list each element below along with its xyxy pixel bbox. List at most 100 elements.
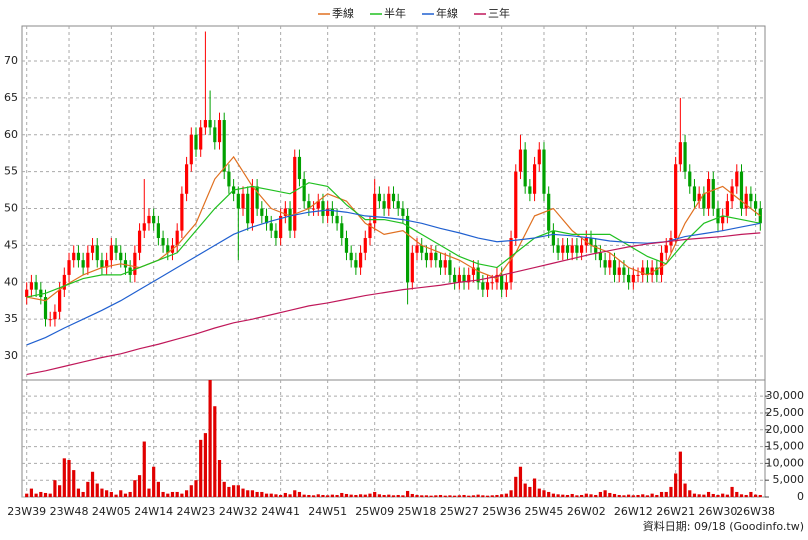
candle-body xyxy=(208,120,212,128)
legend-label: 季線 xyxy=(332,6,354,20)
volume-bar xyxy=(363,494,367,497)
candle-body xyxy=(476,267,480,283)
candle-body xyxy=(269,223,273,231)
candle-body xyxy=(434,252,438,261)
ma-line xyxy=(26,155,761,302)
candle-body xyxy=(274,230,278,239)
x-tick-label: 24W51 xyxy=(308,505,347,518)
candle-body xyxy=(90,245,95,253)
candle-body xyxy=(302,179,306,202)
volume-bar xyxy=(241,488,245,497)
candle-body xyxy=(29,282,34,290)
candle-body xyxy=(152,215,156,224)
x-tick-label: 24W05 xyxy=(92,505,131,518)
candle-body xyxy=(246,193,250,224)
candle-body xyxy=(744,193,748,209)
volume-bar xyxy=(603,490,607,497)
candle-body xyxy=(321,201,325,216)
ma-line xyxy=(26,209,761,346)
candle-body xyxy=(721,215,725,224)
volume-bar xyxy=(213,406,217,497)
x-tick-label: 26W30 xyxy=(699,505,738,518)
y2-tick-label: 5,000 xyxy=(773,473,805,486)
candle-body xyxy=(396,201,400,209)
volume-bar xyxy=(547,491,551,497)
volume-bar xyxy=(43,492,48,497)
candle-body xyxy=(203,120,207,128)
volume-bar xyxy=(683,483,687,497)
volume-bar xyxy=(67,460,71,497)
candle-body xyxy=(340,223,344,239)
volume-bar xyxy=(147,488,151,497)
ma-line xyxy=(26,232,761,376)
candle-body xyxy=(213,127,217,143)
volume-bar xyxy=(580,494,584,497)
volume-bar xyxy=(175,491,179,497)
volume-bar xyxy=(133,480,137,497)
candle-body xyxy=(448,260,452,275)
volume-bar xyxy=(72,470,76,497)
candle-body xyxy=(580,245,584,253)
volume-bar xyxy=(288,494,292,497)
candle-body xyxy=(570,245,574,253)
candle-body xyxy=(184,164,189,194)
candle-body xyxy=(608,260,612,268)
candle-body xyxy=(58,289,62,312)
candle-body xyxy=(147,215,151,224)
volume-bar xyxy=(39,491,43,497)
candle-body xyxy=(504,282,508,290)
volume-bar xyxy=(570,493,574,497)
candle-body xyxy=(25,289,29,298)
candle-body xyxy=(514,171,518,239)
candle-body xyxy=(67,260,71,275)
volume-bar xyxy=(584,493,588,497)
candle-body xyxy=(279,215,283,239)
candle-body xyxy=(175,230,179,246)
y2-tick-label: 30,000 xyxy=(766,389,805,402)
volume-bar xyxy=(655,494,659,497)
candle-body xyxy=(373,193,377,224)
candle-body xyxy=(358,252,363,268)
candle-body xyxy=(410,252,414,283)
candle-body xyxy=(589,238,593,246)
volume-bar xyxy=(659,491,664,497)
volume-bar xyxy=(462,494,466,497)
volume-frame xyxy=(21,379,766,498)
volume-bar xyxy=(105,490,109,497)
candle-body xyxy=(612,260,617,275)
candle-body xyxy=(387,193,391,209)
candle-body xyxy=(62,274,66,290)
volume-bar xyxy=(758,494,762,497)
candle-body xyxy=(500,274,504,290)
volume-bar xyxy=(321,494,325,497)
volume-bar xyxy=(62,458,66,497)
volume-bar xyxy=(269,493,273,497)
x-tick-label: 26W02 xyxy=(567,505,606,518)
volume-bar xyxy=(674,473,678,497)
volume-bar xyxy=(664,491,668,497)
candle-body xyxy=(415,245,419,253)
volume-bar xyxy=(561,494,565,497)
volume-bar xyxy=(612,493,617,497)
candle-body xyxy=(561,245,565,253)
volume-bar xyxy=(53,480,57,497)
volume-bar xyxy=(250,490,255,497)
candle-body xyxy=(631,274,635,283)
x-tick-label: 24W41 xyxy=(261,505,300,518)
candle-body xyxy=(749,193,753,202)
candle-body xyxy=(575,245,579,253)
candle-body xyxy=(706,179,711,209)
volume-bar xyxy=(500,494,504,497)
candle-body xyxy=(636,274,640,276)
candle-body xyxy=(518,149,523,172)
candle-body xyxy=(594,245,598,253)
candle-body xyxy=(156,223,160,239)
y2-tick-label: 20,000 xyxy=(766,423,805,436)
candle-body xyxy=(753,201,758,209)
volume-bar xyxy=(537,488,541,497)
volume-bar xyxy=(128,491,132,497)
y2-tick-label: 15,000 xyxy=(766,440,805,453)
volume-bar xyxy=(123,493,128,497)
volume-bar xyxy=(184,490,189,497)
